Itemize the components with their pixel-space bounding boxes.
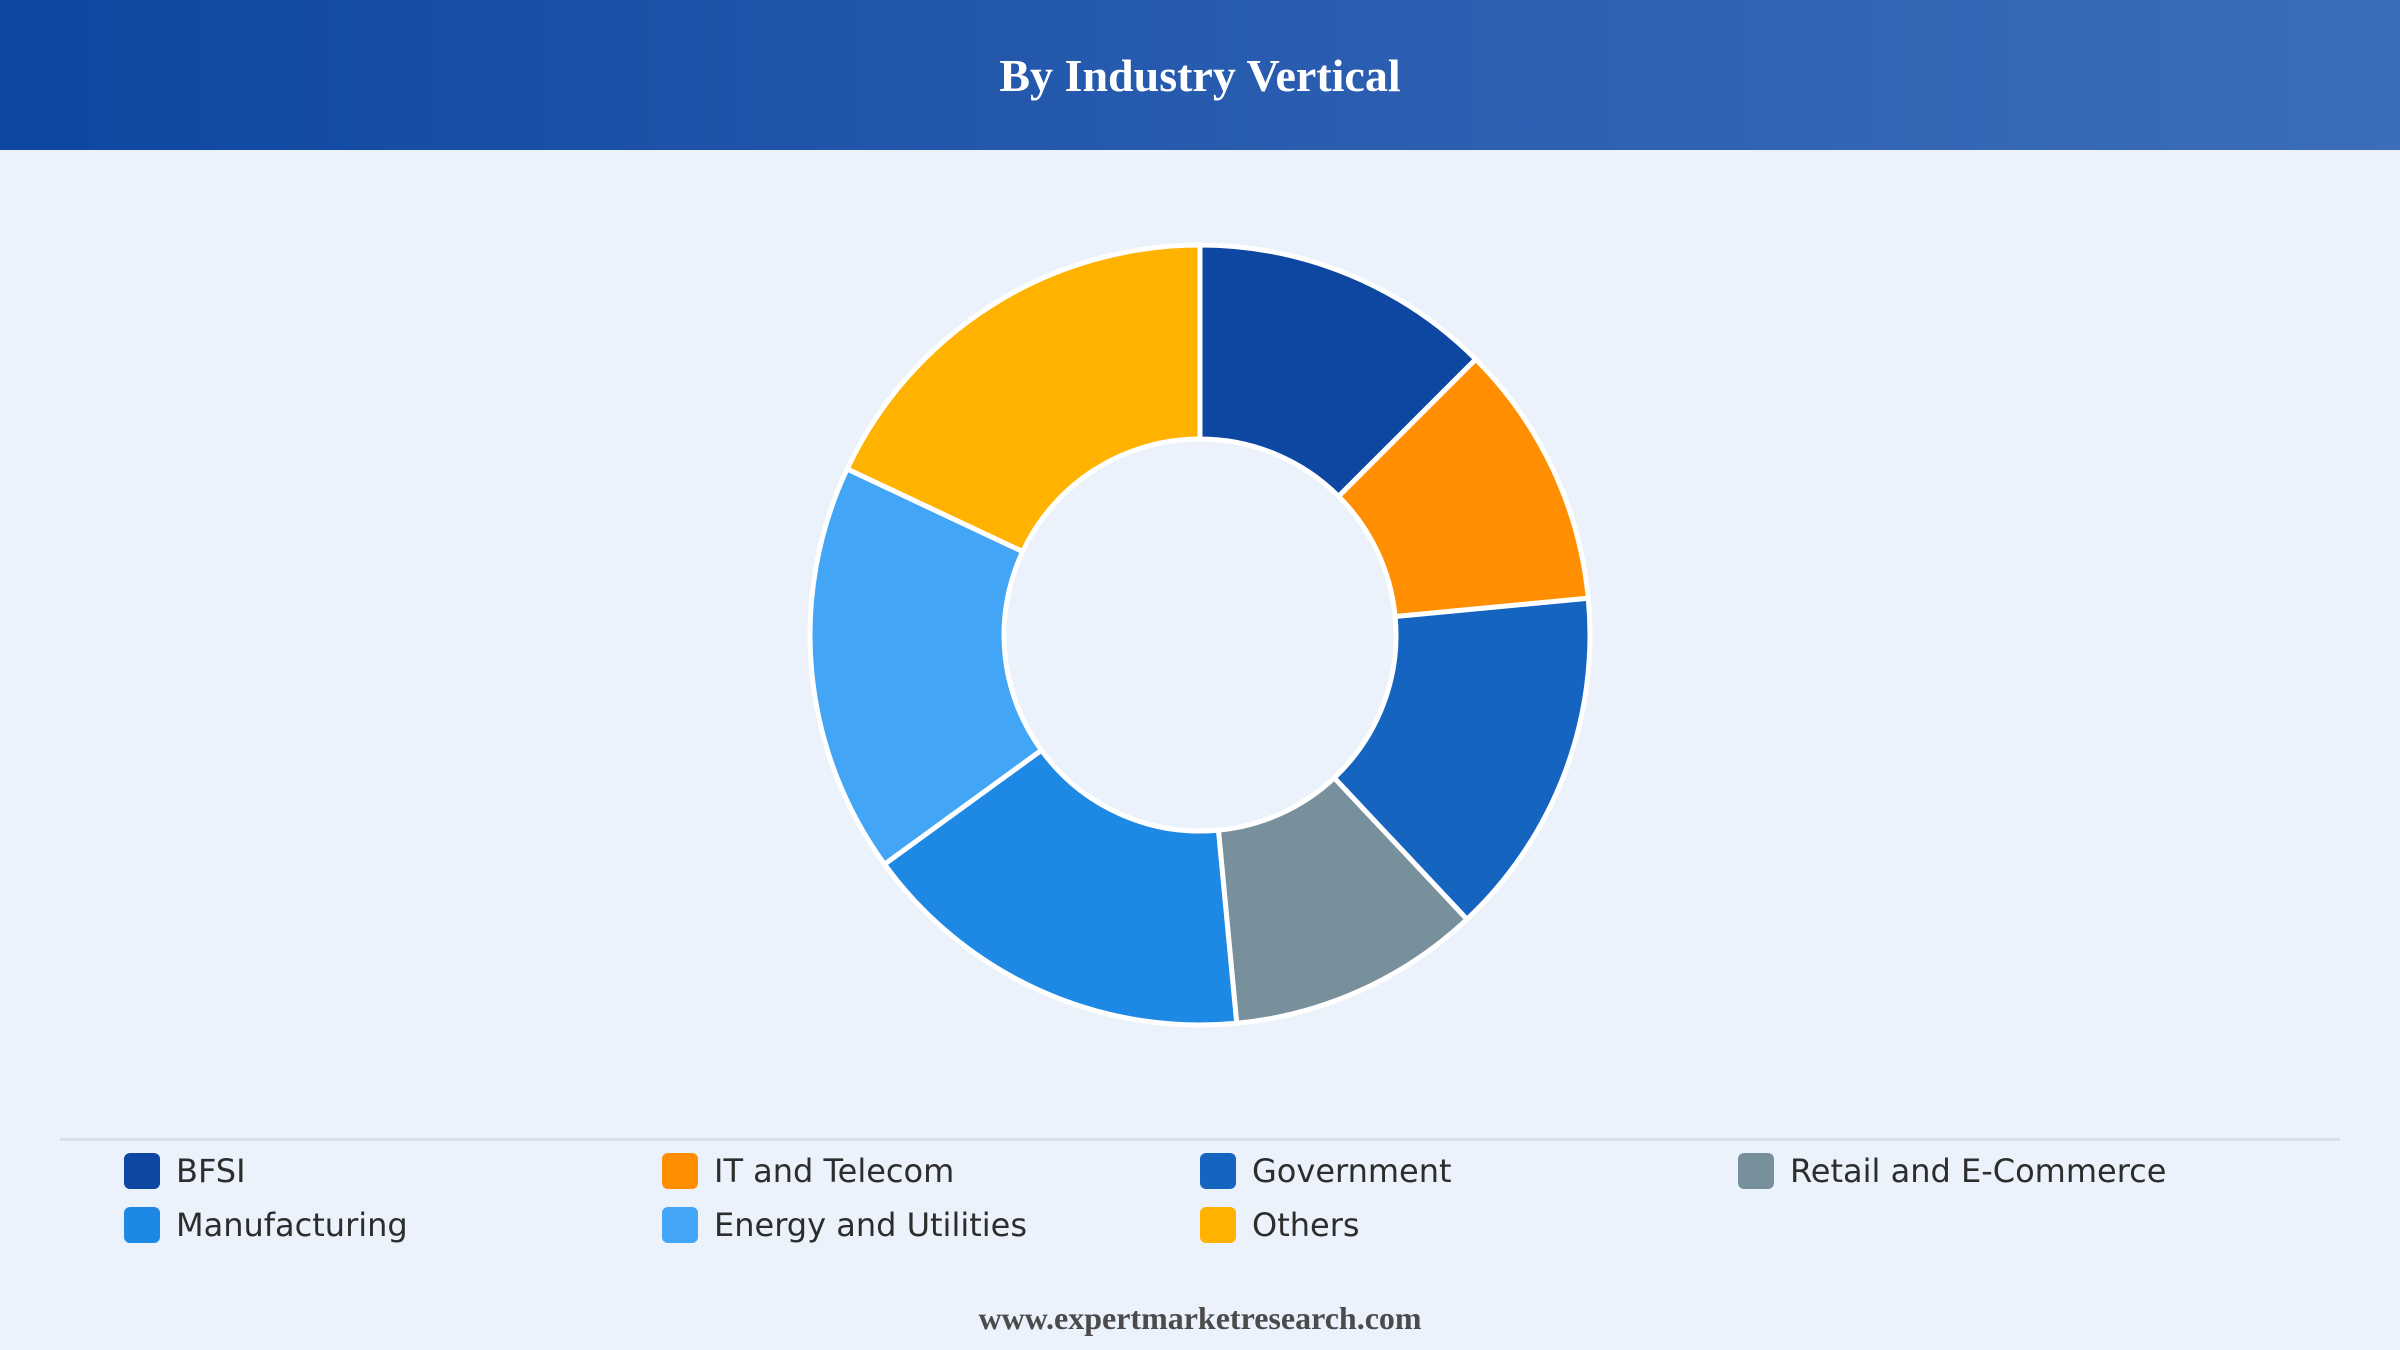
legend-item-others: Others (1200, 1206, 1738, 1244)
donut-slice-manufacturing (881, 747, 1240, 1028)
chart-title: By Industry Vertical (999, 49, 1401, 101)
donut-slice-energy-and-utilities (807, 466, 1044, 867)
legend-swatch (1738, 1153, 1774, 1189)
chart-legend: BFSI IT and Telecom Government Retail and E… (124, 1152, 2324, 1244)
donut-slice-it-and-telecom (1336, 356, 1591, 620)
donut-slice-others (844, 242, 1203, 555)
legend-swatch (662, 1207, 698, 1243)
legend-item-retail-and-e-commerce: Retail and E-Commerce (1738, 1152, 2298, 1190)
legend-label: IT and Telecom (714, 1152, 955, 1190)
legend-swatch (1200, 1153, 1236, 1189)
legend-item-manufacturing: Manufacturing (124, 1206, 662, 1244)
legend-item-it-and-telecom: IT and Telecom (662, 1152, 1200, 1190)
legend-label: Manufacturing (176, 1206, 408, 1244)
legend-label: Government (1252, 1152, 1452, 1190)
legend-item-government: Government (1200, 1152, 1738, 1190)
donut-slice-government (1331, 595, 1593, 922)
source-url: www.expertmarketresearch.com (978, 1300, 1422, 1336)
legend-label: Energy and Utilities (714, 1206, 1028, 1244)
legend-swatch (124, 1153, 160, 1189)
donut-chart-area (0, 150, 2400, 1130)
legend-label: Others (1252, 1206, 1360, 1244)
legend-divider (60, 1138, 2340, 1141)
legend-item-energy-and-utilities: Energy and Utilities (662, 1206, 1200, 1244)
legend-item-bfsi: BFSI (124, 1152, 662, 1190)
chart-header: By Industry Vertical (0, 0, 2400, 150)
legend-swatch (124, 1207, 160, 1243)
legend-swatch (662, 1153, 698, 1189)
legend-label: BFSI (176, 1152, 246, 1190)
legend-label: Retail and E-Commerce (1790, 1152, 2167, 1190)
legend-swatch (1200, 1207, 1236, 1243)
donut-chart (807, 242, 1593, 1028)
donut-slice-bfsi (1197, 242, 1479, 499)
